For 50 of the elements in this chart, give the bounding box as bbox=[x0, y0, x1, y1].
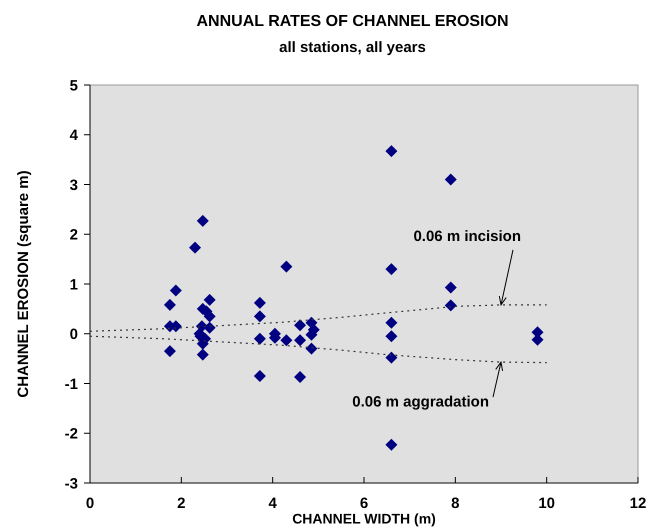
point bbox=[189, 242, 202, 254]
chart-subtitle: all stations, all years bbox=[279, 39, 426, 56]
y-tick-label: 1 bbox=[70, 276, 78, 294]
x-tick-label: 6 bbox=[360, 495, 368, 512]
annotation: 0.06 m incision bbox=[413, 228, 521, 246]
y-tick-label: 3 bbox=[70, 176, 78, 194]
point bbox=[385, 145, 398, 158]
point bbox=[294, 371, 306, 384]
point bbox=[254, 370, 266, 382]
point bbox=[196, 214, 209, 227]
y-tick-label: -2 bbox=[64, 426, 78, 442]
point bbox=[280, 334, 292, 346]
point bbox=[294, 319, 306, 332]
point bbox=[444, 281, 457, 294]
y-tick-label: -1 bbox=[64, 376, 78, 393]
point bbox=[254, 310, 266, 322]
y-tick-label: 4 bbox=[70, 127, 79, 144]
point bbox=[170, 284, 182, 296]
y-tick-label: -3 bbox=[64, 475, 78, 492]
point bbox=[385, 316, 398, 329]
point bbox=[385, 438, 398, 451]
x-tick-label: 12 bbox=[630, 495, 646, 512]
point bbox=[280, 260, 292, 273]
y-axis-title: CHANNEL EROSION (square m) bbox=[15, 170, 32, 398]
point bbox=[254, 332, 266, 345]
y-tick-label: 5 bbox=[70, 77, 78, 94]
point bbox=[196, 348, 209, 361]
chart-title: ANNUAL RATES OF CHANNEL EROSION bbox=[196, 13, 509, 30]
x-tick-label: 10 bbox=[538, 495, 556, 512]
point bbox=[385, 352, 398, 364]
x-tick-label: 2 bbox=[177, 495, 186, 512]
y-tick-label: 2 bbox=[70, 226, 78, 244]
point bbox=[164, 345, 176, 358]
x-tick-label: 0 bbox=[86, 495, 94, 512]
x-tick-label: 4 bbox=[268, 495, 278, 512]
point bbox=[385, 330, 398, 342]
y-tick-label: 0 bbox=[70, 326, 78, 343]
point bbox=[444, 299, 457, 312]
point bbox=[204, 322, 216, 334]
point bbox=[204, 294, 216, 306]
point bbox=[164, 298, 176, 311]
point bbox=[444, 174, 457, 186]
point bbox=[254, 296, 266, 309]
line-series bbox=[89, 336, 548, 364]
point bbox=[294, 334, 306, 346]
x-tick-label: 8 bbox=[451, 495, 460, 512]
x-axis-title: CHANNEL WIDTH (m) bbox=[292, 510, 436, 527]
point bbox=[305, 342, 318, 355]
annotation: 0.06 m aggradation bbox=[352, 393, 489, 410]
point bbox=[385, 263, 398, 276]
